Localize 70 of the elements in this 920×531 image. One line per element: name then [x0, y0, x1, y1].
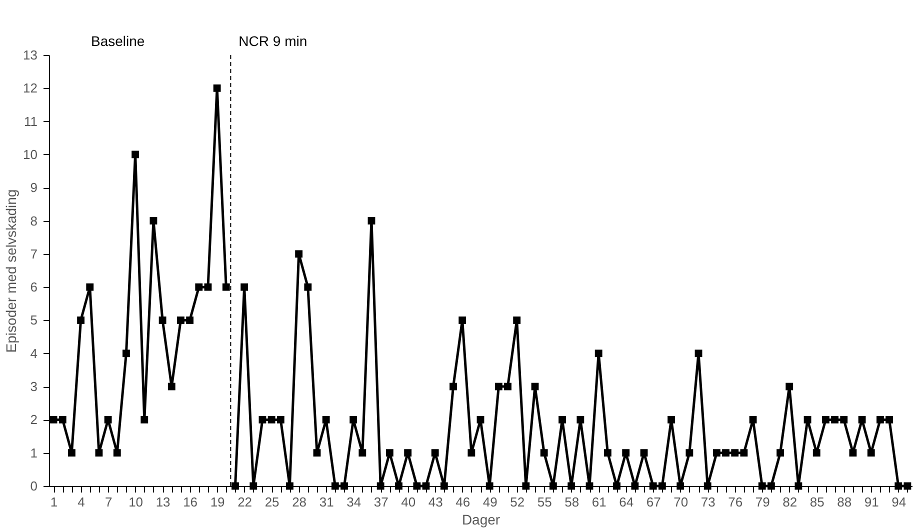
x-tick-label: 34 — [346, 494, 362, 510]
point — [104, 416, 112, 424]
x-tick-label: 94 — [892, 494, 906, 510]
y-tick-label: 7 — [30, 246, 38, 262]
x-axis-title: Dager — [462, 512, 500, 528]
point — [95, 449, 103, 457]
x-tick-label: 64 — [619, 494, 634, 510]
point — [177, 316, 184, 324]
x-tick-label: 55 — [537, 494, 552, 510]
x-tick-label: 22 — [238, 494, 252, 510]
x-tick-label: 19 — [210, 494, 225, 510]
y-tick-label: 13 — [23, 48, 38, 62]
point — [168, 382, 176, 390]
text: Baseline — [91, 33, 145, 49]
x-tick-label: 13 — [156, 494, 170, 510]
x-tick-label: 61 — [592, 494, 606, 510]
x-tick-label: 1 — [50, 494, 58, 510]
y-tick-label: 12 — [23, 80, 38, 96]
x-tick-label: 79 — [755, 494, 770, 510]
x-tick-label: 7 — [104, 494, 112, 510]
x-tick-label: 73 — [700, 494, 716, 510]
x-tick-label: 49 — [482, 494, 498, 510]
point — [113, 449, 121, 457]
x-tick-label: 4 — [78, 494, 85, 510]
x-tick-label: 70 — [674, 494, 688, 510]
y-tick-label: 11 — [24, 114, 38, 129]
y-axis-title: Episoder med selvskading — [3, 189, 20, 353]
point — [58, 416, 66, 424]
y-tick-label: 5 — [30, 312, 38, 328]
x-tick-label: 52 — [510, 494, 525, 510]
x-tick-label: 10 — [128, 494, 144, 510]
x-tick-label: 85 — [810, 494, 824, 510]
y-tick-label: 2 — [30, 412, 38, 428]
x-tick-label: 25 — [264, 494, 280, 510]
y-tick-label: 9 — [30, 180, 38, 196]
point — [222, 283, 230, 291]
x-tick-label: 31 — [319, 494, 334, 510]
point — [186, 316, 194, 324]
x-tick-label: 58 — [564, 494, 580, 510]
point — [86, 283, 94, 291]
y-tick-label: 10 — [23, 146, 38, 162]
y-tick-label: 4 — [30, 346, 38, 361]
point — [132, 150, 140, 158]
point — [122, 350, 130, 358]
point — [204, 283, 212, 291]
x-tick-label: 67 — [646, 494, 661, 510]
text: NCR 9 min — [238, 33, 308, 49]
point — [158, 316, 166, 324]
y-tick-label: 6 — [30, 280, 38, 295]
x-tick-label: 28 — [292, 494, 307, 510]
x-tick-label: 16 — [183, 494, 198, 510]
point — [195, 283, 203, 291]
x-tick-label: 43 — [428, 494, 443, 510]
point — [50, 416, 58, 424]
x-tick-label: 91 — [864, 494, 879, 510]
x-tick-label: 82 — [782, 494, 798, 510]
point — [68, 449, 76, 457]
point — [213, 84, 221, 92]
x-tick-label: 37 — [374, 494, 388, 510]
point — [77, 316, 85, 324]
x-tick-label: 40 — [401, 494, 416, 510]
y-tick-label: 3 — [30, 379, 38, 394]
x-tick-label: 76 — [728, 494, 743, 510]
point — [140, 416, 148, 424]
y-tick-label: 8 — [30, 213, 38, 228]
y-tick-label: 0 — [30, 478, 38, 494]
y-tick-label: 1 — [30, 445, 38, 460]
point — [150, 217, 158, 224]
x-tick-label: 88 — [837, 494, 852, 510]
x-tick-label: 46 — [456, 494, 470, 510]
